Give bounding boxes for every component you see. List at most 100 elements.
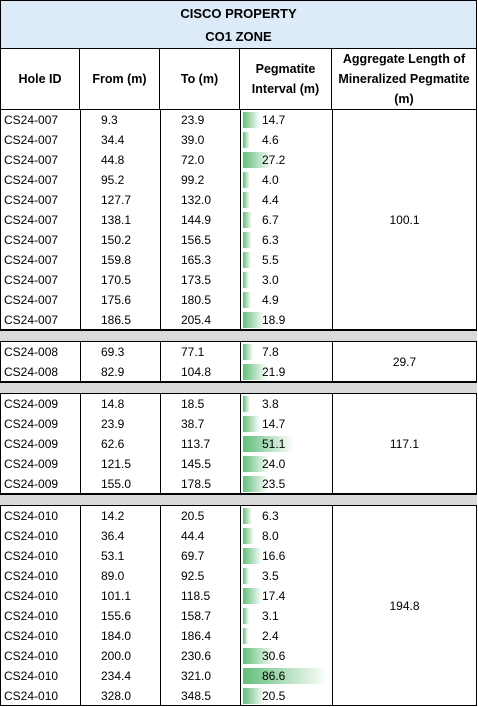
cell-border [240, 506, 241, 706]
cell-value: 18.5 [181, 397, 205, 411]
cell-value: 8.0 [262, 529, 279, 543]
hole-id: CS24-010 [4, 649, 59, 663]
data-bar [243, 272, 249, 288]
hole-id: CS24-010 [4, 529, 59, 543]
cell-value: 180.5 [181, 293, 212, 307]
hole-id: CS24-010 [4, 549, 59, 563]
data-bar [243, 688, 266, 704]
hole-id: CS24-007 [4, 113, 59, 127]
hole-id: CS24-009 [4, 397, 59, 411]
cell-value: 173.5 [181, 273, 212, 287]
cell-value: 321.0 [181, 669, 212, 683]
data-bar [243, 212, 253, 228]
cell-value: 4.4 [262, 193, 279, 207]
cell-border [476, 506, 477, 706]
group-separator [0, 382, 477, 394]
data-bar [243, 476, 269, 492]
cell-value: 30.6 [262, 649, 286, 663]
cell-value: 20.5 [262, 689, 286, 703]
cell-value: 92.5 [181, 569, 205, 583]
data-bar [243, 628, 249, 644]
cell-value: 127.7 [101, 193, 132, 207]
hole-id: CS24-007 [4, 173, 59, 187]
hole-id: CS24-007 [4, 273, 59, 287]
column-header: Pegmatite Interval (m) [240, 49, 332, 110]
cell-value: 4.9 [262, 293, 279, 307]
cell-value: 4.6 [262, 133, 279, 147]
column-header: Aggregate Length of Mineralized Pegmatit… [332, 49, 477, 110]
cell-border [0, 381, 477, 382]
cell-value: 3.8 [262, 397, 279, 411]
cell-value: 14.7 [262, 417, 286, 431]
cell-border [0, 493, 477, 494]
cell-value: 156.5 [181, 233, 212, 247]
cell-border [80, 506, 81, 706]
data-bar [243, 528, 254, 544]
cell-value: 186.5 [101, 313, 132, 327]
cell-border [240, 394, 241, 494]
cell-value: 138.1 [101, 213, 132, 227]
cell-border [476, 110, 477, 330]
cell-value: 118.5 [181, 589, 211, 603]
hole-id: CS24-010 [4, 589, 59, 603]
hole-id: CS24-007 [4, 193, 59, 207]
data-bar [243, 252, 252, 268]
cell-value: 200.0 [101, 649, 132, 663]
data-bar [243, 344, 254, 360]
cell-value: 86.6 [262, 669, 286, 683]
cell-border [332, 110, 333, 330]
cell-value: 158.7 [181, 609, 212, 623]
hole-id: CS24-009 [4, 417, 59, 431]
cell-value: 113.7 [181, 437, 211, 451]
data-bar [243, 436, 295, 452]
cell-value: 24.0 [262, 457, 286, 471]
group-separator [0, 330, 477, 342]
cell-value: 38.7 [181, 417, 205, 431]
hole-id: CS24-007 [4, 133, 59, 147]
cell-border [80, 342, 81, 382]
data-bar [243, 364, 267, 380]
cell-value: 89.0 [101, 569, 125, 583]
cell-value: 14.8 [101, 397, 125, 411]
cell-value: 53.1 [101, 549, 125, 563]
hole-id: CS24-007 [4, 213, 59, 227]
hole-id: CS24-009 [4, 437, 59, 451]
cell-value: 145.5 [181, 457, 212, 471]
cell-value: 18.9 [262, 313, 286, 327]
cell-value: 5.5 [262, 253, 279, 267]
cell-border [160, 394, 161, 494]
cell-value: 77.1 [181, 345, 205, 359]
cell-value: 6.3 [262, 233, 279, 247]
cell-value: 17.4 [262, 589, 286, 603]
data-bar [243, 396, 250, 412]
cell-border [80, 394, 81, 494]
cell-value: 186.4 [181, 629, 212, 643]
cell-value: 165.3 [181, 253, 212, 267]
aggregate-value: 117.1 [389, 437, 420, 451]
cell-border [0, 342, 1, 382]
cell-value: 23.9 [101, 417, 125, 431]
data-bar [243, 172, 250, 188]
column-header: From (m) [80, 49, 160, 110]
cell-value: 121.5 [101, 457, 132, 471]
column-header: To (m) [160, 49, 240, 110]
cell-value: 39.0 [181, 133, 205, 147]
cell-value: 234.4 [101, 669, 132, 683]
cell-value: 155.6 [101, 609, 132, 623]
data-bar [243, 416, 260, 432]
cell-value: 175.6 [101, 293, 132, 307]
hole-id: CS24-008 [4, 365, 59, 379]
hole-id: CS24-007 [4, 313, 59, 327]
data-bar [243, 548, 262, 564]
data-bar [243, 456, 269, 472]
cell-border [160, 506, 161, 706]
hole-id: CS24-010 [4, 609, 59, 623]
cell-value: 69.3 [101, 345, 125, 359]
data-bar [243, 648, 275, 664]
cell-value: 36.4 [101, 529, 125, 543]
hole-id: CS24-009 [4, 457, 59, 471]
cell-value: 14.2 [101, 509, 125, 523]
data-bar [243, 292, 251, 308]
cell-value: 95.2 [101, 173, 125, 187]
cell-value: 51.1 [262, 437, 286, 451]
